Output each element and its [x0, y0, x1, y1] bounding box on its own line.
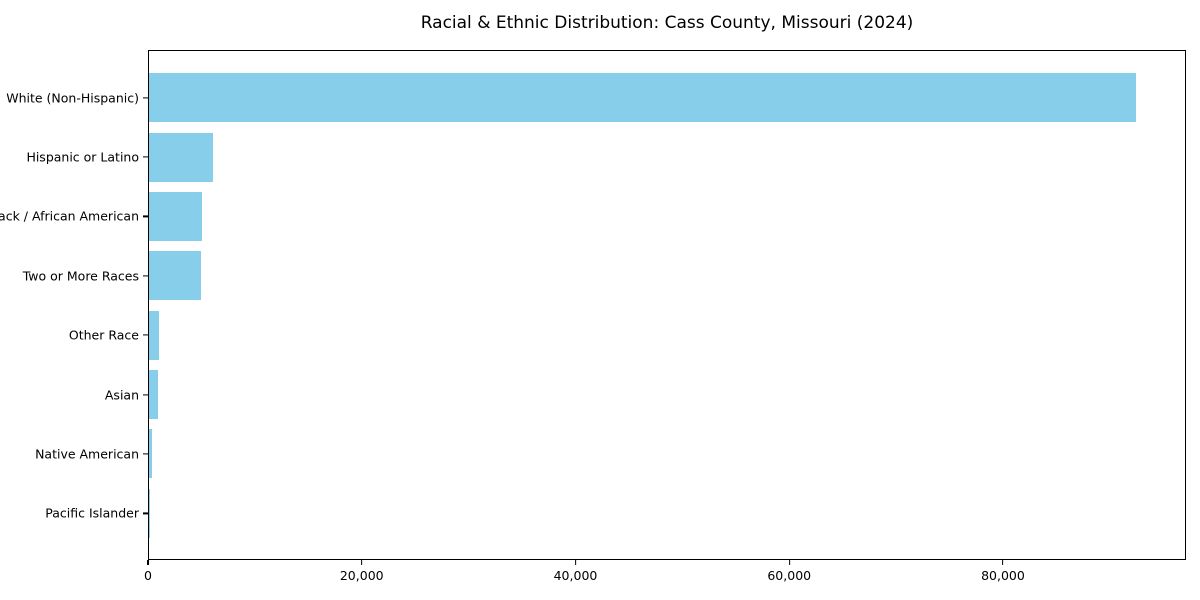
bar-row: Pacific Islander: [45, 484, 1185, 543]
y-tick-mark: [143, 215, 149, 218]
bar-row: Black / African American: [0, 187, 1185, 246]
x-tick-mark: [574, 560, 577, 565]
bar: [149, 191, 203, 241]
bar-row: Two or More Races: [23, 246, 1185, 305]
y-axis-label: Pacific Islander: [45, 505, 139, 521]
x-tick: 20,000: [340, 560, 384, 583]
bar: [149, 73, 1136, 123]
y-tick-mark: [143, 97, 149, 99]
bar-row: Other Race: [69, 306, 1185, 365]
y-tick-mark: [143, 512, 149, 514]
x-tick-label: 60,000: [767, 568, 812, 583]
bars-rows: White (Non-Hispanic) Hispanic or Latino Bl…: [0, 51, 1185, 559]
x-tick-label: 40,000: [553, 568, 598, 583]
x-tick-mark: [361, 560, 363, 565]
y-tick-mark: [143, 275, 149, 277]
y-axis-label: Asian: [104, 387, 139, 403]
bar: [149, 132, 213, 182]
y-axis-label: Hispanic or Latino: [26, 149, 139, 165]
y-axis-label: Other Race: [68, 327, 139, 343]
x-tick: 80,000: [981, 560, 1025, 583]
bar-row: White (Non-Hispanic): [6, 68, 1185, 127]
x-tick: 0: [144, 560, 152, 583]
x-tick-label: 20,000: [339, 568, 384, 583]
bar-row: Native American: [35, 424, 1185, 483]
y-tick-mark: [143, 156, 149, 158]
bar: [149, 429, 152, 479]
bar: [149, 251, 201, 301]
y-axis-label: Native American: [35, 446, 139, 462]
x-tick: 60,000: [767, 560, 811, 583]
bar: [149, 310, 159, 360]
y-tick-mark: [143, 453, 149, 455]
x-tick-mark: [788, 560, 790, 565]
x-axis-ticks: 0 20,000 40,000 60,000 80,000: [144, 560, 1186, 590]
chart-title: Racial & Ethnic Distribution: Cass Count…: [420, 13, 914, 33]
bar: [149, 488, 150, 538]
y-axis-label: Black / African American: [0, 208, 139, 224]
x-tick: 40,000: [553, 560, 598, 583]
y-tick-mark: [143, 393, 149, 396]
x-tick-mark: [1002, 560, 1004, 565]
x-tick-mark: [147, 560, 149, 565]
y-tick-mark: [143, 334, 149, 336]
x-tick-label: 80,000: [981, 568, 1025, 583]
bar-row: Asian: [105, 365, 1185, 424]
bar: [149, 370, 158, 420]
bar-row: Hispanic or Latino: [26, 127, 1185, 186]
plot-area: White (Non-Hispanic) Hispanic or Latino Bl…: [0, 50, 1186, 560]
y-axis-label: Two or More Races: [22, 268, 139, 284]
y-axis-label: White (Non-Hispanic): [6, 90, 139, 106]
x-tick-label: 0: [144, 568, 152, 583]
